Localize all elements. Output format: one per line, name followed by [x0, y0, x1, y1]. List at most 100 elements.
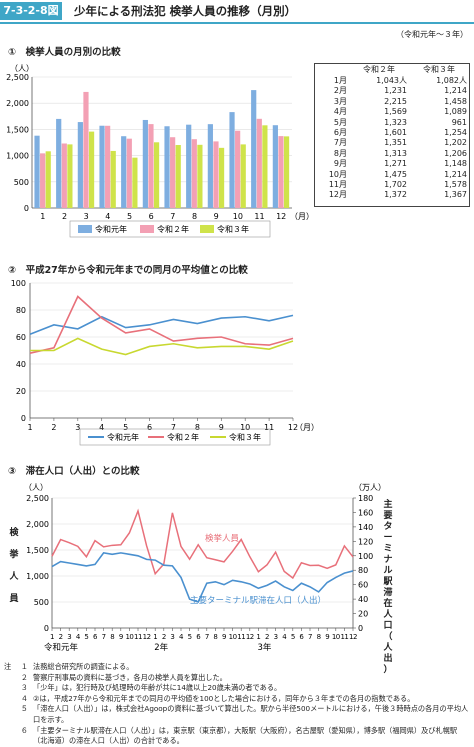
y-tick-label-right: 120	[358, 537, 373, 546]
bar-1	[186, 124, 192, 208]
bar-1	[142, 119, 148, 208]
table-cell: 8月	[333, 148, 347, 158]
table-row: 6月 1,601 1,254	[315, 128, 469, 138]
table-cell: 1,214	[444, 86, 467, 96]
note-item: ５ 「滞在人口（人出）」は，株式会社Agoopの資料に基づいて算出した。駅から半径…	[20, 704, 469, 724]
bar-3	[132, 157, 138, 208]
bar-3	[67, 144, 73, 208]
x-tick-label: 4	[179, 633, 184, 641]
table-header-r3: 令和３年	[423, 64, 455, 74]
bar-1	[251, 90, 257, 208]
figure-title: 少年による刑法犯 検挙人員の推移（月別）	[74, 4, 297, 18]
bar-1	[34, 135, 40, 208]
bar-2	[213, 141, 219, 208]
y-tick-label-right: 80	[358, 566, 368, 575]
note-item: 注 １ 法務総合研究所の調査による。	[4, 662, 134, 671]
table-cell: 1,206	[444, 148, 467, 158]
table-cell: 1,351	[384, 138, 407, 148]
x-tick-label: 12	[276, 212, 286, 221]
table-row: 1月 1,043人 1,082人	[315, 76, 469, 86]
note-item: ３ 「少年」は，犯行時及び処理時の年齢が共に14歳以上20歳未満の者である。	[20, 683, 282, 693]
bar-1	[56, 118, 62, 208]
bar-3	[88, 131, 95, 208]
x-tick-label: 9	[219, 423, 224, 432]
bar-2	[126, 138, 132, 208]
x-tick-label: 5	[127, 212, 132, 221]
table-cell: 1,458	[444, 96, 467, 106]
x-tick-label: 11	[340, 633, 348, 641]
x-tick-label: 6	[93, 633, 98, 641]
bar-2	[61, 143, 67, 208]
x-tick-label: 3	[274, 633, 278, 641]
year-label: 令和元年	[44, 642, 79, 653]
table-cell: 1,702	[384, 180, 407, 190]
y-tick-label-left: 0	[44, 624, 49, 633]
y-tick-label-right: 60	[358, 581, 368, 590]
section-3-title: ③ 滞在人口（人出）との比較	[8, 466, 140, 477]
y-tick-label-right: 20	[358, 610, 368, 619]
bar-1	[164, 126, 170, 208]
table-cell: 9月	[333, 159, 347, 169]
bar-1	[207, 124, 213, 208]
table-cell: 3月	[333, 96, 347, 106]
table-cell: 1,202	[444, 138, 467, 148]
x-tick-label: 5	[123, 423, 128, 432]
x-tick-label: 8	[317, 633, 321, 641]
x-unit-label: （月）	[295, 423, 319, 432]
x-tick-label: 9	[325, 633, 329, 641]
y-tick-label: 1,000	[6, 152, 29, 161]
x-tick-label: 7	[102, 633, 106, 641]
x-tick-label: 3	[67, 633, 71, 641]
y-tick-label-right: 0	[358, 624, 363, 633]
bar-1	[272, 125, 278, 208]
x-tick-label: 1	[153, 633, 157, 641]
bar-2	[105, 125, 111, 208]
x-tick-label: 9	[119, 633, 123, 641]
y-tick-label: 2,500	[6, 73, 29, 82]
y-tick-label-left: 1,000	[26, 572, 49, 581]
table-row: 3月 2,215 1,458	[315, 97, 469, 107]
bar-2	[278, 136, 284, 208]
bar-3	[175, 145, 181, 208]
table-cell: 5月	[333, 117, 347, 127]
legend-box	[69, 220, 271, 238]
x-tick-label: 3	[75, 423, 80, 432]
header-divider	[0, 22, 474, 24]
table-cell: 1,367	[444, 190, 467, 200]
y-unit-label: （人）	[10, 64, 34, 73]
table-cell: 1,372	[384, 190, 407, 200]
y-tick-label: 0	[21, 414, 26, 423]
series-label-arrests: 検挙人員	[205, 533, 240, 544]
right-unit-label: （万人）	[354, 483, 386, 492]
x-tick-label: 3	[170, 633, 174, 641]
table-cell: 1,601	[384, 128, 407, 138]
x-unit-label: （月）	[290, 212, 314, 221]
x-tick-label: 7	[308, 633, 312, 641]
y-tick-label-left: 2,500	[26, 494, 49, 503]
table-row: 8月 1,313 1,206	[315, 149, 469, 159]
x-tick-label: 12	[143, 633, 151, 641]
bar-2	[40, 153, 46, 208]
table-row: 11月 1,702 1,578	[315, 180, 469, 190]
table-cell: 1,569	[384, 107, 407, 117]
section-2-title: ② 平成27年から令和元年までの同月の平均値との比較	[8, 265, 248, 276]
y-tick-label: 80	[16, 306, 26, 315]
x-tick-label: 11	[254, 212, 264, 221]
x-tick-label: 10	[332, 633, 340, 641]
x-tick-label: 10	[240, 423, 250, 432]
x-tick-label: 7	[205, 633, 209, 641]
y-tick-label: 60	[16, 333, 26, 342]
table-cell: 961	[451, 117, 467, 127]
x-tick-label: 6	[149, 212, 154, 221]
x-tick-label: 5	[188, 633, 192, 641]
table-cell: 12月	[328, 190, 347, 200]
legend-swatch	[200, 225, 214, 233]
bar-3	[218, 147, 225, 208]
x-tick-label: 1	[40, 212, 45, 221]
x-tick-label: 12	[288, 423, 298, 432]
bar-3	[262, 125, 268, 208]
y-tick-label-left: 2,000	[26, 520, 49, 529]
x-tick-label: 6	[196, 633, 201, 641]
bar-2	[170, 137, 176, 208]
bar-1	[77, 122, 83, 208]
